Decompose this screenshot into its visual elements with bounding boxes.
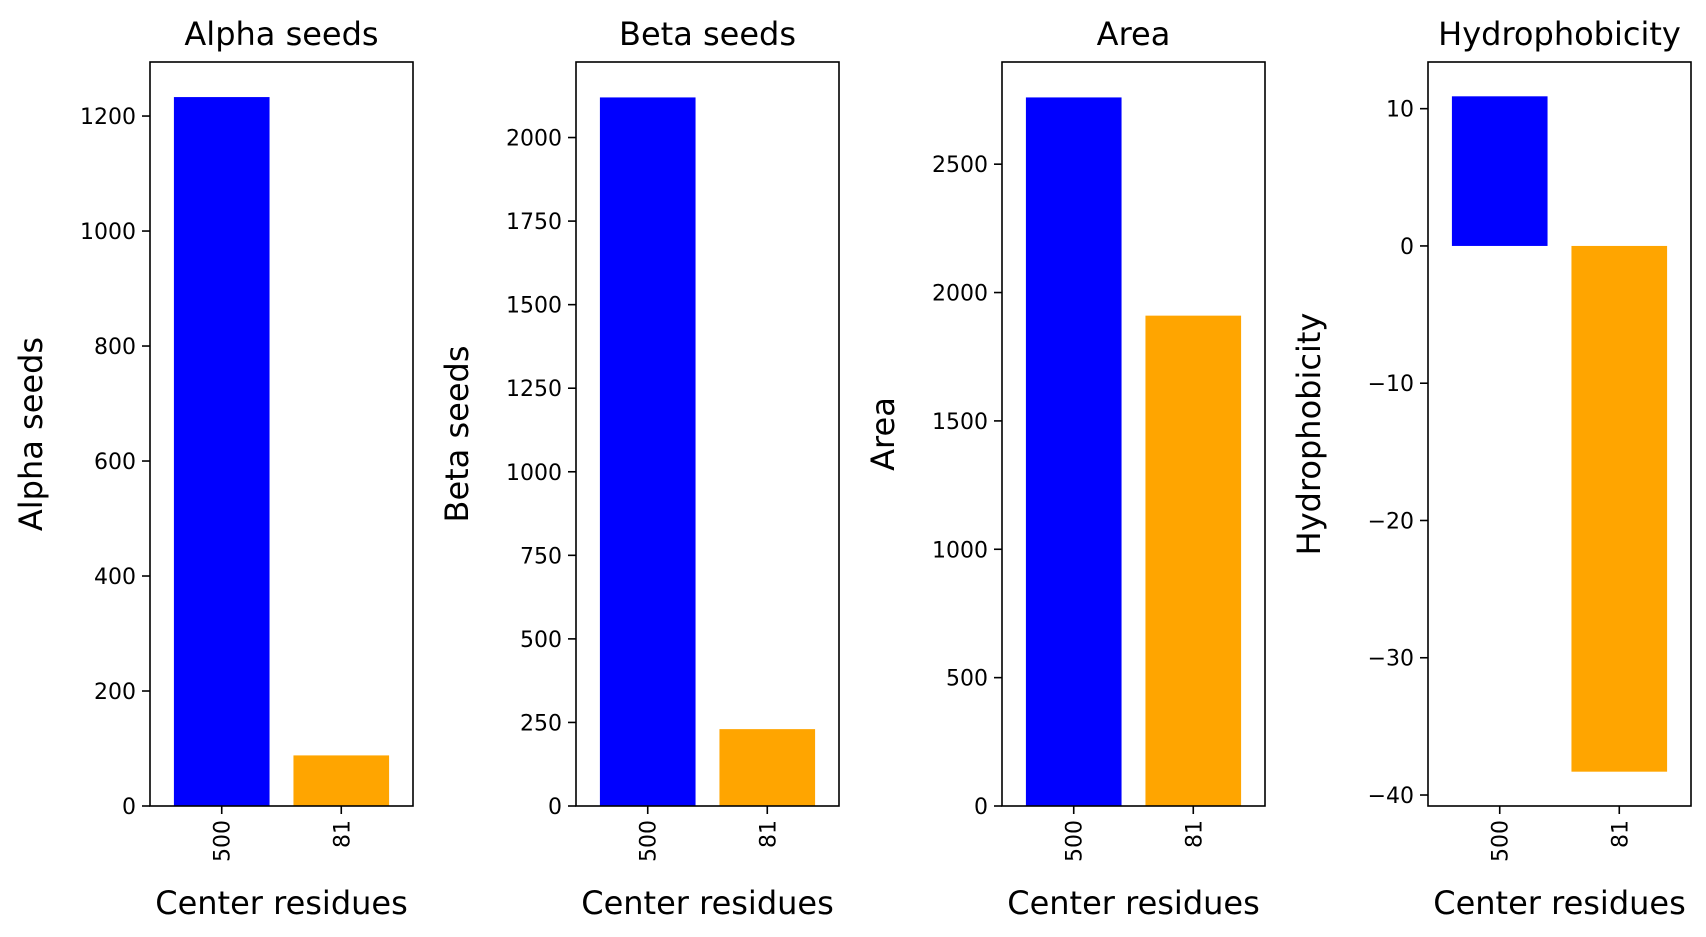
y-tick-label: 2000 [932,282,988,307]
y-tick-label: −10 [1368,372,1414,397]
y-tick-label: 400 [94,565,136,590]
chart-panel-4: 10 0 −10 −20 −30 −40 500 81 Hydrophobicity Center… [1290,15,1692,922]
y-tick-label: 800 [94,335,136,360]
y-tick-label: −30 [1368,647,1414,672]
y-tick-label: 0 [974,795,988,820]
bar-81 [293,755,390,806]
y-axis-label: Beta seeds [438,346,476,523]
x-tick-label: 81 [330,820,355,848]
y-tick-label: 2500 [932,153,988,178]
chart-title: Area [1097,15,1171,53]
x-tick-label: 81 [756,820,781,848]
x-tick-label: 500 [1063,820,1088,862]
chart-title: Hydrophobicity [1438,15,1681,53]
y-tick-label: −40 [1368,784,1414,809]
y-axis-label: Hydrophobicity [1290,313,1328,556]
axes-frame [1427,61,1692,807]
bar-500 [1451,96,1548,246]
chart-title: Alpha seeds [184,15,378,53]
y-tick-label: 2000 [506,127,562,152]
x-axis-label: Center residues [155,884,408,922]
x-tick-label: 81 [1182,820,1207,848]
y-tick-label: 1000 [506,461,562,486]
y-tick-label: 200 [94,680,136,705]
y-tick-label: 1250 [506,377,562,402]
chart-title: Beta seeds [619,15,796,53]
y-axis-label: Alpha seeds [12,337,50,531]
x-tick-label: 500 [1489,820,1514,862]
y-tick-label: 1500 [506,294,562,319]
y-tick-label: −20 [1368,509,1414,534]
axes-frame [149,61,414,807]
y-tick-label: 0 [548,795,562,820]
y-tick-label: 0 [1400,235,1414,260]
x-axis-label: Center residues [1007,884,1260,922]
axes-frame [1001,61,1266,807]
y-tick-label: 1000 [932,538,988,563]
y-tick-label: 0 [122,795,136,820]
chart-panel-1: 0 200 400 600 800 1000 1200 500 81 Alpha seeds Cen… [12,15,414,922]
bar-500 [173,97,270,807]
chart-panel-3: 0 500 1000 1500 2000 2500 500 81 Area Center resi… [864,15,1266,922]
y-tick-label: 750 [520,544,562,569]
x-axis-label: Center residues [581,884,834,922]
y-tick-label: 600 [94,450,136,475]
y-tick-label: 1500 [932,410,988,435]
y-tick-label: 1200 [80,105,136,130]
y-tick-label: 500 [946,667,988,692]
bar-81 [1145,315,1242,806]
x-tick-label: 81 [1608,820,1633,848]
y-tick-label: 1000 [80,220,136,245]
axes-frame [575,61,840,807]
y-tick-label: 250 [520,711,562,736]
bar-81 [1571,245,1668,772]
bar-81 [719,729,816,806]
bar-500 [599,97,696,806]
bar-500 [1025,97,1122,806]
y-tick-label: 500 [520,628,562,653]
x-axis-label: Center residues [1433,884,1686,922]
y-tick-label: 1750 [506,210,562,235]
y-axis-label: Area [864,397,902,471]
y-tick-label: 10 [1386,98,1414,123]
x-tick-label: 500 [211,820,236,862]
x-tick-label: 500 [637,820,662,862]
chart-panel-2: 0 250 500 750 1000 1250 1500 1750 2000 500 81 Beta … [438,15,840,922]
